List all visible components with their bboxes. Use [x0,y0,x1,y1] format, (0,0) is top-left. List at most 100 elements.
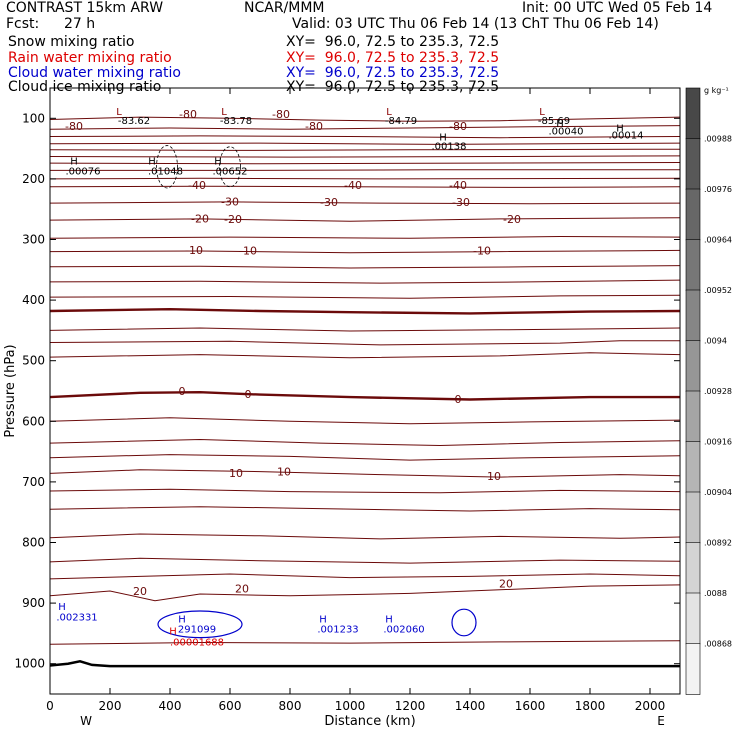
temperature-contour [49,557,681,564]
field-extremum-label: .00014 [609,131,644,142]
center-name: NCAR/MMM [244,0,325,16]
cloud-water-contour [451,608,477,637]
contour-value-label: 20 [133,585,147,598]
field-cloudice-xy: XY= 96.0, 72.5 to 235.3, 72.5 [286,79,500,95]
colorbar-swatch [685,491,701,544]
field-extremum-label: .001233 [317,625,358,636]
contour-value-label: -80 [305,120,323,133]
field-extremum-label: L [116,107,122,118]
field-extremum-label: .00138 [432,142,467,153]
contour-value-label: -10 [473,244,491,257]
x-axis-right-end: E [657,714,665,728]
temperature-contour [49,417,681,425]
colorbar-label: .00928 [704,387,732,396]
colorbar-label: .00976 [704,185,732,194]
contour-value-label: 10 [487,470,501,483]
x-tick-label: 400 [159,699,182,713]
y-tick-label: 200 [22,172,45,186]
field-extremum-label: H [169,626,177,637]
colorbar-swatch [685,188,701,241]
temperature-contour [49,217,681,222]
y-tick-label: 300 [22,233,45,247]
contour-layer [49,116,681,668]
field-extremum-label: .01048 [148,166,183,177]
temperature-contour [49,155,681,158]
x-tick-label: 800 [279,699,302,713]
field-extremum-label: H [58,602,66,613]
colorbar-label: .00964 [704,236,732,245]
temperature-contour [49,584,681,602]
colorbar-swatch [685,542,701,594]
ice-contour-dashed [156,145,178,189]
x-axis-left-end: W [80,714,92,728]
temperature-contour [49,185,681,188]
temperature-contour [49,438,681,447]
contour-value-label: 10 [277,466,291,479]
contour-value-label: -40 [344,179,362,192]
y-tick-label: 900 [22,596,45,610]
temperature-contour [49,327,681,332]
contour-value-label: -20 [224,213,242,226]
colorbar-label: .0094 [704,337,727,346]
contour-value-label: -30 [452,196,470,209]
field-extremum-label: 291099 [178,625,216,636]
contour-value-label: -40 [449,179,467,192]
contour-value-label: -80 [179,108,197,121]
temperature-contour [49,265,681,269]
colorbar-label: .00868 [704,640,732,649]
colorbar-swatch [685,87,701,140]
plot-frame [49,87,681,695]
field-extremum-label: .002331 [56,612,97,623]
x-tick-label: 0 [46,699,54,713]
contour-value-label: 20 [235,583,249,596]
colorbar-swatch [685,390,701,443]
contour-value-label: -80 [65,120,83,133]
temperature-contour [49,142,681,145]
field-extremum-label: -85.69 [538,116,570,127]
contour-value-label: -80 [449,120,467,133]
field-snow-xy: XY= 96.0, 72.5 to 235.3, 72.5 [286,34,500,50]
y-tick-label: 400 [22,293,45,307]
valid-time: Valid: 03 UTC Thu 06 Feb 14 (13 ChT Thu … [292,16,659,32]
colorbar-label: .00904 [704,488,732,497]
temperature-contour [49,640,681,645]
contour-value-label: 20 [499,578,513,591]
field-extremum-label: H [70,157,78,168]
surface-line [49,660,680,668]
temperature-contour [49,506,681,512]
field-extremum-label: H [214,157,222,168]
temperature-contour [49,279,681,284]
contour-value-label: -30 [221,195,239,208]
field-extremum-label: .002060 [383,625,424,636]
temperature-contour [50,169,680,171]
field-extremum-label: .00652 [213,166,248,177]
contour-value-label: -20 [503,213,521,226]
y-tick-label: 800 [22,536,45,550]
field-rain-xy: XY= 96.0, 72.5 to 235.3, 72.5 [286,50,500,66]
forecast-hour: 27 h [64,16,96,32]
colorbar-label: .00916 [704,438,732,447]
colorbar-swatch [685,592,701,645]
temperature-contour [49,533,681,540]
colorbar-label: .0088 [704,589,727,598]
model-title: CONTRAST 15km ARW [6,0,164,16]
colorbar-swatch [685,441,701,493]
colorbar-swatch [685,340,701,392]
contour-value-label: -10 [239,244,257,257]
field-extremum-label: L [221,107,227,118]
temperature-contour [49,573,681,580]
temperature-contour [49,488,681,494]
temperature-contour [49,469,681,478]
contour-value-label: 0 [179,385,186,398]
x-tick-label: 1000 [335,699,366,713]
temperature-contour [49,148,681,151]
contour-value-label: -30 [320,196,338,209]
field-snow-label: Snow mixing ratio [8,34,135,50]
field-extremum-label: L [539,107,545,118]
temperature-contour [49,177,681,180]
temperature-contour [49,454,681,461]
ice-contour-dashed [219,146,241,188]
colorbar-swatch [685,289,701,342]
axes-layer: 0 200 400 600 800 1000 1200 1400 1600 1800 2000100… [14,88,680,713]
